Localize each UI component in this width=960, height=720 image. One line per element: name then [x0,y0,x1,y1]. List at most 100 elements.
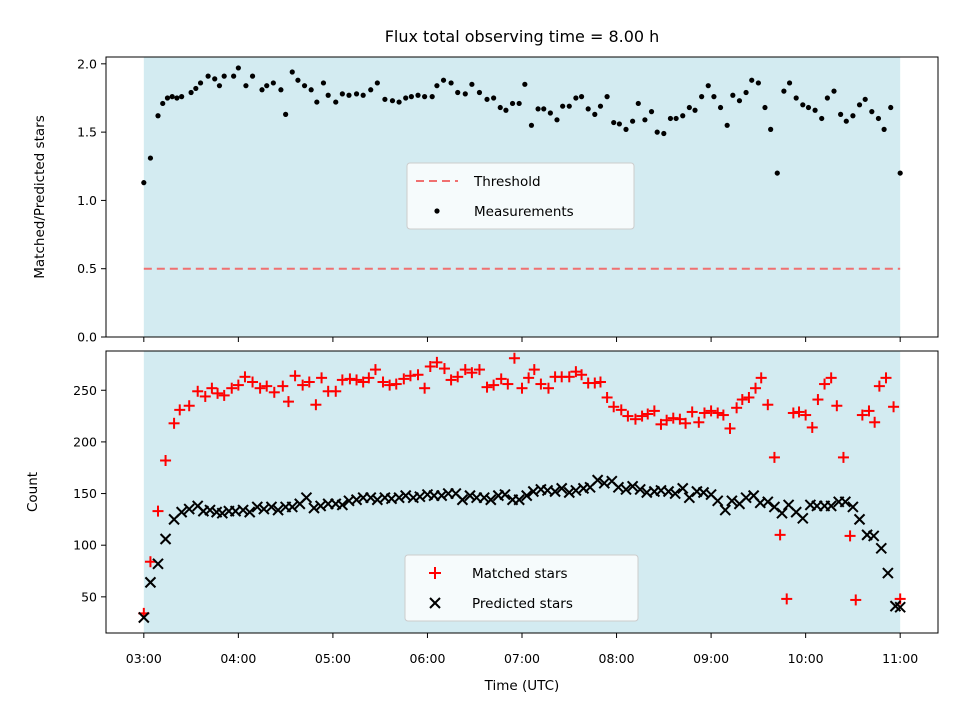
matched-star-point [717,409,729,421]
matched-star-point [528,364,540,376]
predicted-star-point [456,494,469,506]
matched-star-point [850,594,862,606]
measurement-point [843,118,849,124]
measurement-point [243,83,249,89]
measurement-point [360,92,366,98]
measurement-point [179,94,185,100]
predicted-star-point [556,482,568,495]
measurement-point [623,126,629,132]
matched-star-point [523,372,535,384]
matched-star-point [831,400,843,412]
top-x-axis-ticks [143,337,901,342]
measurement-point [762,104,768,111]
top-y-tick-label: 0.0 [77,330,97,345]
predicted-star-point [669,487,681,500]
measurement-point [503,107,509,113]
predicted-star-point [626,480,639,493]
predicted-star-point [183,503,195,515]
measurement-point [141,180,147,186]
measurement-point [774,170,780,176]
measurement-point [686,104,692,111]
matched-star-point [655,418,667,430]
matched-star-point [693,416,705,428]
matched-star-point [743,391,755,403]
matched-star-point [570,366,582,378]
predicted-star-point [350,494,363,506]
measurement-point [522,81,528,87]
measurement-point [800,102,806,108]
matched-star-point [806,421,818,433]
measurement-point [155,113,161,119]
legend-measurements-label: Measurements [474,204,574,220]
predicted-star-point [265,501,278,513]
x-tick-label: 06:00 [409,651,445,666]
matched-star-point [502,378,514,390]
matched-star-point [601,391,613,403]
x-tick-label: 10:00 [788,651,824,666]
measurement-point [805,104,812,111]
predicted-star-point [825,500,837,512]
predicted-star-point [237,504,249,516]
predicted-star-point [485,494,497,506]
legend-predicted-label: Predicted stars [472,596,573,612]
legend-matched-swatch [429,567,441,579]
predicted-star-point [159,533,172,545]
measurement-point [535,106,541,112]
matched-star-point [344,373,356,385]
measurement-point [169,94,175,100]
measurement-point [415,92,421,98]
measurement-point [692,107,698,113]
matched-star-point [168,417,180,429]
matched-star-point [419,382,431,394]
top-y-tick-label: 2.0 [77,56,97,71]
matched-star-point [629,413,641,425]
matched-star-point [661,414,673,426]
measurement-point [259,87,265,93]
matched-star-point [212,387,224,399]
measurement-point [755,80,761,86]
matched-star-point [438,363,450,375]
matched-star-point [880,372,892,384]
predicted-star-point [549,485,561,498]
matched-star-point [680,417,692,429]
x-tick-label: 04:00 [220,651,256,666]
matched-star-point [268,386,280,398]
measurement-point [560,103,566,109]
measurement-point [516,100,522,107]
measurement-point [497,104,503,111]
predicted-star-point [204,504,216,516]
measurement-point [585,106,591,112]
predicted-star-point [435,489,448,502]
measurement-point [705,83,711,89]
matched-star-point [873,380,885,392]
measurement-point [509,100,516,107]
measurement-point [212,76,218,82]
x-tick-label: 03:00 [126,651,162,666]
predicted-star-point [853,513,866,526]
measurement-point [869,109,875,115]
x-tick-label: 07:00 [504,651,540,666]
measurement-point [164,95,171,101]
matched-star-point [712,407,724,419]
measurement-point [897,170,903,176]
matched-star-point [473,364,485,376]
bottom-y-tick-label: 150 [73,486,97,501]
matched-star-point [466,367,478,379]
matched-star-point [206,382,218,394]
measurement-point [382,96,388,102]
matched-star-point [404,370,416,382]
predicted-star-point [244,506,256,518]
measurement-point [819,115,825,122]
measurement-point [680,113,686,119]
predicted-star-point [797,512,809,525]
predicted-star-point [677,482,689,495]
measurement-point [235,65,241,71]
matched-star-point [888,401,900,413]
matched-star-point [282,396,294,408]
matched-star-point [199,390,211,402]
bottom-y-tick-label: 200 [73,434,97,449]
matched-star-point [686,406,698,418]
bottom-panel: 50 100 150 200 250 03:00 04:00 05:00 06:00 07:00… [25,350,939,694]
matched-star-point [793,406,805,418]
